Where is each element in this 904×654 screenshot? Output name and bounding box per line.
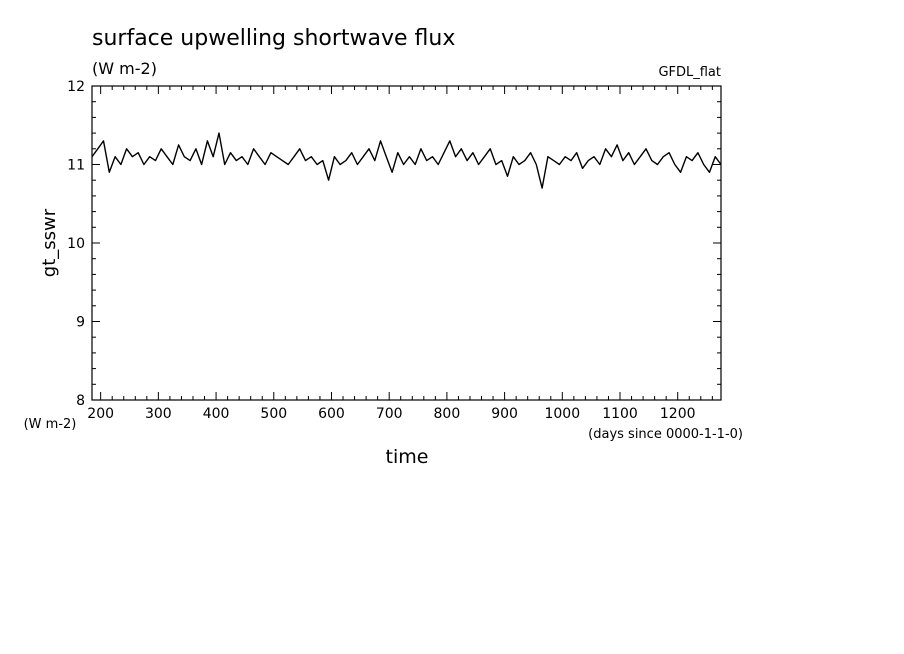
- x-tick-label: 1000: [544, 406, 580, 422]
- chart-subtitle-units: (W m-2): [92, 59, 157, 78]
- y-tick-label: 9: [76, 315, 85, 331]
- y-axis-ticks: 8 9 10 11 12: [67, 79, 721, 409]
- x-tick-label: 1100: [602, 406, 638, 422]
- x-tick-label: 900: [491, 406, 518, 422]
- x-tick-label: 800: [434, 406, 461, 422]
- x-tick-label: 400: [203, 406, 230, 422]
- x-tick-label: 1200: [660, 406, 696, 422]
- x-tick-label: 700: [376, 406, 403, 422]
- y-tick-label: 10: [67, 236, 85, 252]
- x-axis-label: time: [386, 446, 429, 468]
- dataset-label: GFDL_flat: [658, 65, 721, 80]
- y-tick-label: 8: [76, 393, 85, 409]
- x-tick-label: 300: [145, 406, 172, 422]
- y-tick-label: 11: [67, 158, 85, 174]
- x-axis-ticks: 200 300 400 500 600 700 800 900 1000 1100 1200: [87, 86, 713, 422]
- y-axis-units: (W m-2): [24, 417, 77, 432]
- series-layer: [91, 132, 722, 189]
- x-tick-label: 600: [318, 406, 345, 422]
- plot-frame: [91, 85, 722, 401]
- x-tick-label: 500: [260, 406, 287, 422]
- series-line: [91, 132, 722, 189]
- x-axis-units: (days since 0000-1-1-0): [588, 427, 743, 442]
- chart-title: surface upwelling shortwave flux: [92, 26, 455, 51]
- y-axis-label: gt_sswr: [39, 208, 60, 277]
- y-tick-label: 12: [67, 79, 85, 95]
- x-tick-label: 200: [87, 406, 114, 422]
